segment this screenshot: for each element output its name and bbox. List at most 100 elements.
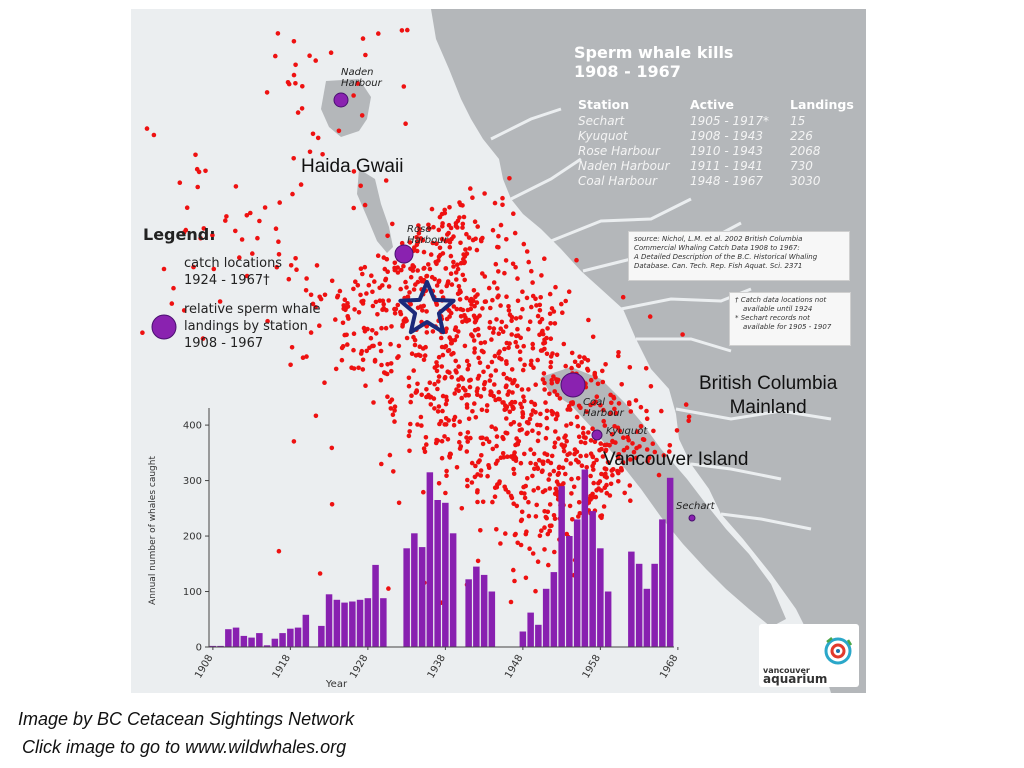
catch-dot xyxy=(526,387,531,392)
catch-dot xyxy=(502,346,507,352)
catch-dot xyxy=(489,424,495,430)
catch-dot xyxy=(473,236,478,242)
catch-dot xyxy=(638,404,644,410)
catch-dot xyxy=(469,460,475,466)
catch-dot xyxy=(509,314,515,320)
catch-dot xyxy=(482,340,488,345)
catch-dot xyxy=(495,458,500,464)
catch-dot xyxy=(387,399,393,405)
catch-dot xyxy=(381,370,387,375)
catch-dot xyxy=(590,495,596,500)
catch-dot xyxy=(454,306,460,312)
catch-dot xyxy=(628,409,634,414)
station-coal-harbour xyxy=(560,372,586,398)
catch-dot xyxy=(361,298,366,304)
catch-dot xyxy=(526,513,532,519)
catch-dot xyxy=(403,121,408,126)
row-landings: 15 xyxy=(790,114,806,128)
catch-dot xyxy=(341,306,346,312)
label-bc-line1: British Columbia xyxy=(699,373,838,394)
catch-dot xyxy=(613,410,619,416)
whale-kills-map[interactable]: 0 100 200 300 400 1908 1918 1928 1938 1948 1958 196… xyxy=(131,9,866,693)
catch-dot xyxy=(351,93,356,98)
catch-dot xyxy=(604,490,610,496)
catch-dot xyxy=(542,547,547,552)
catch-dot xyxy=(432,381,437,387)
catch-dot xyxy=(509,495,515,501)
catch-dot xyxy=(511,567,516,573)
catch-dot xyxy=(551,468,557,474)
catch-dot xyxy=(494,443,499,449)
catch-dot xyxy=(351,331,357,337)
bar-1933 xyxy=(403,548,410,647)
catch-dot xyxy=(464,358,470,364)
y-tick-label: 300 xyxy=(183,476,202,487)
catch-dot xyxy=(569,350,575,356)
catch-dot xyxy=(484,408,490,414)
legend-catch-line1: catch locations xyxy=(184,256,283,271)
catch-dot xyxy=(465,430,471,435)
catch-dot xyxy=(358,183,363,189)
catch-dot xyxy=(414,235,419,240)
catch-dot xyxy=(377,341,383,347)
catch-dot xyxy=(371,343,376,349)
catch-dot xyxy=(522,495,528,501)
catch-dot xyxy=(545,458,551,464)
bar-1966 xyxy=(659,519,666,647)
catch-dot xyxy=(454,277,459,282)
catch-dot xyxy=(440,408,445,414)
catch-dot xyxy=(597,479,603,484)
catch-dot xyxy=(597,447,602,453)
catch-dot xyxy=(598,441,603,446)
catch-dot xyxy=(535,438,541,444)
catch-dot xyxy=(542,380,547,386)
catch-dot xyxy=(447,205,452,210)
catch-dot xyxy=(382,266,388,272)
catch-dot xyxy=(392,267,398,273)
catch-dot xyxy=(475,499,480,505)
legend-landings-text: relative sperm whale landings by station… xyxy=(184,301,321,352)
catch-dot xyxy=(572,451,577,457)
catch-dot xyxy=(389,368,394,374)
catch-dot xyxy=(542,337,547,343)
catch-dot xyxy=(605,460,611,465)
bar-1954 xyxy=(566,536,573,647)
catch-dot xyxy=(339,345,345,351)
catch-dot xyxy=(533,461,538,467)
catch-dot xyxy=(502,484,508,490)
catch-dot xyxy=(616,479,621,484)
catch-dot xyxy=(537,308,543,313)
catch-dot xyxy=(528,447,533,452)
catch-dot xyxy=(432,406,437,411)
catch-dot xyxy=(472,346,478,351)
catch-dot xyxy=(544,515,549,521)
catch-dot xyxy=(457,297,463,302)
catch-dot xyxy=(535,313,541,319)
catch-dot xyxy=(475,386,480,391)
catch-dot xyxy=(568,421,574,427)
catch-dot xyxy=(501,371,507,377)
catch-dot xyxy=(289,345,295,350)
catch-dot xyxy=(339,357,345,363)
catch-dot xyxy=(352,307,357,312)
catch-dot xyxy=(401,84,407,89)
caption-line2[interactable]: Click image to go to www.wildwhales.org xyxy=(22,737,347,757)
catch-dot xyxy=(295,110,301,115)
catch-dot xyxy=(362,202,368,208)
catch-dot xyxy=(616,401,622,406)
bar-1962 xyxy=(628,551,635,647)
catch-dot xyxy=(478,468,484,473)
catch-dot xyxy=(144,126,150,131)
catch-dot xyxy=(644,416,650,422)
catch-dot xyxy=(530,473,535,479)
source-note-line: Commercial Whaling Catch Data 1908 to 19… xyxy=(634,244,800,252)
catch-dot xyxy=(622,490,627,496)
row-active: 1905 - 1917* xyxy=(690,114,770,128)
legend-landings-line3: 1908 - 1967 xyxy=(184,336,264,351)
catch-dot xyxy=(375,312,380,317)
catch-dot xyxy=(601,418,606,424)
catch-dot xyxy=(498,541,503,546)
row-active: 1910 - 1943 xyxy=(690,144,764,158)
catch-dot xyxy=(456,388,462,394)
